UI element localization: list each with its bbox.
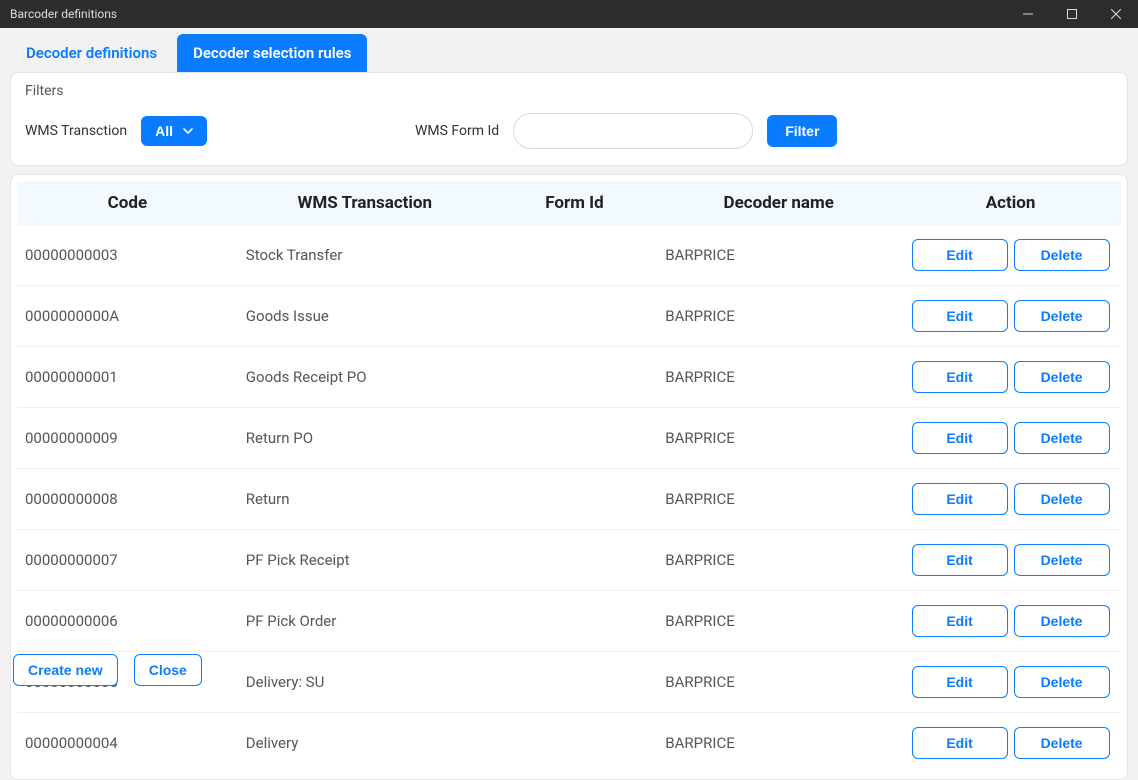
wms-formid-input[interactable] xyxy=(513,113,753,149)
cell-actions: EditDelete xyxy=(900,469,1121,530)
cell-decoder: BARPRICE xyxy=(657,713,900,774)
wms-transaction-label: WMS Transction xyxy=(25,123,127,139)
cell-decoder: BARPRICE xyxy=(657,347,900,408)
cell-code: 00000000001 xyxy=(17,347,238,408)
delete-button[interactable]: Delete xyxy=(1014,605,1110,637)
edit-button[interactable]: Edit xyxy=(912,544,1008,576)
edit-button[interactable]: Edit xyxy=(912,483,1008,515)
cell-transaction: PF Pick Order xyxy=(238,591,492,652)
cell-actions: EditDelete xyxy=(900,286,1121,347)
delete-button[interactable]: Delete xyxy=(1014,300,1110,332)
col-transaction: WMS Transaction xyxy=(238,181,492,225)
chevron-down-icon xyxy=(183,123,193,139)
table-panel: Code WMS Transaction Form Id Decoder nam… xyxy=(10,174,1128,780)
cell-transaction: Return PO xyxy=(238,408,492,469)
edit-button[interactable]: Edit xyxy=(912,422,1008,454)
delete-button[interactable]: Delete xyxy=(1014,361,1110,393)
cell-formid xyxy=(492,652,658,713)
wms-formid-label: WMS Form Id xyxy=(415,123,499,139)
edit-button[interactable]: Edit xyxy=(912,727,1008,759)
table-row: 0000000000AGoods IssueBARPRICEEditDelete xyxy=(17,286,1121,347)
wms-transaction-select[interactable]: All xyxy=(141,116,207,146)
filters-heading: Filters xyxy=(25,83,1113,99)
table-row: 00000000004DeliveryBARPRICEEditDelete xyxy=(17,713,1121,774)
cell-decoder: BARPRICE xyxy=(657,530,900,591)
cell-code: 00000000006 xyxy=(17,591,238,652)
cell-code: 0000000000A xyxy=(17,286,238,347)
filter-button[interactable]: Filter xyxy=(767,115,837,147)
cell-formid xyxy=(492,286,658,347)
cell-transaction: Stock Transfer xyxy=(238,225,492,286)
cell-formid xyxy=(492,347,658,408)
cell-actions: EditDelete xyxy=(900,713,1121,774)
cell-transaction: Goods Issue xyxy=(238,286,492,347)
cell-transaction: Delivery: SU xyxy=(238,652,492,713)
cell-actions: EditDelete xyxy=(900,591,1121,652)
close-button[interactable]: Close xyxy=(134,654,202,686)
tab-decoder-selection-rules[interactable]: Decoder selection rules xyxy=(177,34,367,72)
titlebar: Barcoder definitions xyxy=(0,0,1138,28)
cell-transaction: Return xyxy=(238,469,492,530)
cell-actions: EditDelete xyxy=(900,652,1121,713)
footer-actions: Create new Close xyxy=(10,654,205,686)
cell-actions: EditDelete xyxy=(900,347,1121,408)
cell-decoder: BARPRICE xyxy=(657,652,900,713)
cell-actions: EditDelete xyxy=(900,225,1121,286)
wms-transaction-value: All xyxy=(155,123,173,139)
cell-transaction: Delivery xyxy=(238,713,492,774)
cell-formid xyxy=(492,713,658,774)
edit-button[interactable]: Edit xyxy=(912,605,1008,637)
col-decoder: Decoder name xyxy=(657,181,900,225)
cell-code: 00000000004 xyxy=(17,713,238,774)
edit-button[interactable]: Edit xyxy=(912,361,1008,393)
delete-button[interactable]: Delete xyxy=(1014,239,1110,271)
create-new-button[interactable]: Create new xyxy=(13,654,118,686)
table-row: 00000000006PF Pick OrderBARPRICEEditDele… xyxy=(17,591,1121,652)
delete-button[interactable]: Delete xyxy=(1014,727,1110,759)
col-formid: Form Id xyxy=(492,181,658,225)
cell-transaction: PF Pick Receipt xyxy=(238,530,492,591)
cell-formid xyxy=(492,225,658,286)
cell-code: 00000000003 xyxy=(17,225,238,286)
window-title: Barcoder definitions xyxy=(10,7,1006,21)
table-row: 00000000003Stock TransferBARPRICEEditDel… xyxy=(17,225,1121,286)
cell-formid xyxy=(492,591,658,652)
cell-decoder: BARPRICE xyxy=(657,591,900,652)
cell-code: 00000000009 xyxy=(17,408,238,469)
edit-button[interactable]: Edit xyxy=(912,300,1008,332)
cell-decoder: BARPRICE xyxy=(657,225,900,286)
cell-decoder: BARPRICE xyxy=(657,408,900,469)
delete-button[interactable]: Delete xyxy=(1014,666,1110,698)
table-row: 00000000001Goods Receipt POBARPRICEEditD… xyxy=(17,347,1121,408)
cell-transaction: Goods Receipt PO xyxy=(238,347,492,408)
edit-button[interactable]: Edit xyxy=(912,666,1008,698)
filters-panel: Filters WMS Transction All WMS Form Id F… xyxy=(10,72,1128,166)
cell-actions: EditDelete xyxy=(900,408,1121,469)
minimize-button[interactable] xyxy=(1006,0,1050,28)
cell-formid xyxy=(492,469,658,530)
delete-button[interactable]: Delete xyxy=(1014,544,1110,576)
edit-button[interactable]: Edit xyxy=(912,239,1008,271)
cell-code: 00000000007 xyxy=(17,530,238,591)
table-row: 00000000009Return POBARPRICEEditDelete xyxy=(17,408,1121,469)
col-code: Code xyxy=(17,181,238,225)
cell-formid xyxy=(492,530,658,591)
cell-code: 00000000008 xyxy=(17,469,238,530)
tab-bar: Decoder definitions Decoder selection ru… xyxy=(0,28,1138,72)
tab-decoder-definitions[interactable]: Decoder definitions xyxy=(10,34,173,72)
cell-decoder: BARPRICE xyxy=(657,286,900,347)
delete-button[interactable]: Delete xyxy=(1014,483,1110,515)
cell-formid xyxy=(492,408,658,469)
col-action: Action xyxy=(900,181,1121,225)
table-row: 00000000008ReturnBARPRICEEditDelete xyxy=(17,469,1121,530)
table-row: 00000000007PF Pick ReceiptBARPRICEEditDe… xyxy=(17,530,1121,591)
cell-actions: EditDelete xyxy=(900,530,1121,591)
cell-decoder: BARPRICE xyxy=(657,469,900,530)
delete-button[interactable]: Delete xyxy=(1014,422,1110,454)
maximize-button[interactable] xyxy=(1050,0,1094,28)
close-window-button[interactable] xyxy=(1094,0,1138,28)
